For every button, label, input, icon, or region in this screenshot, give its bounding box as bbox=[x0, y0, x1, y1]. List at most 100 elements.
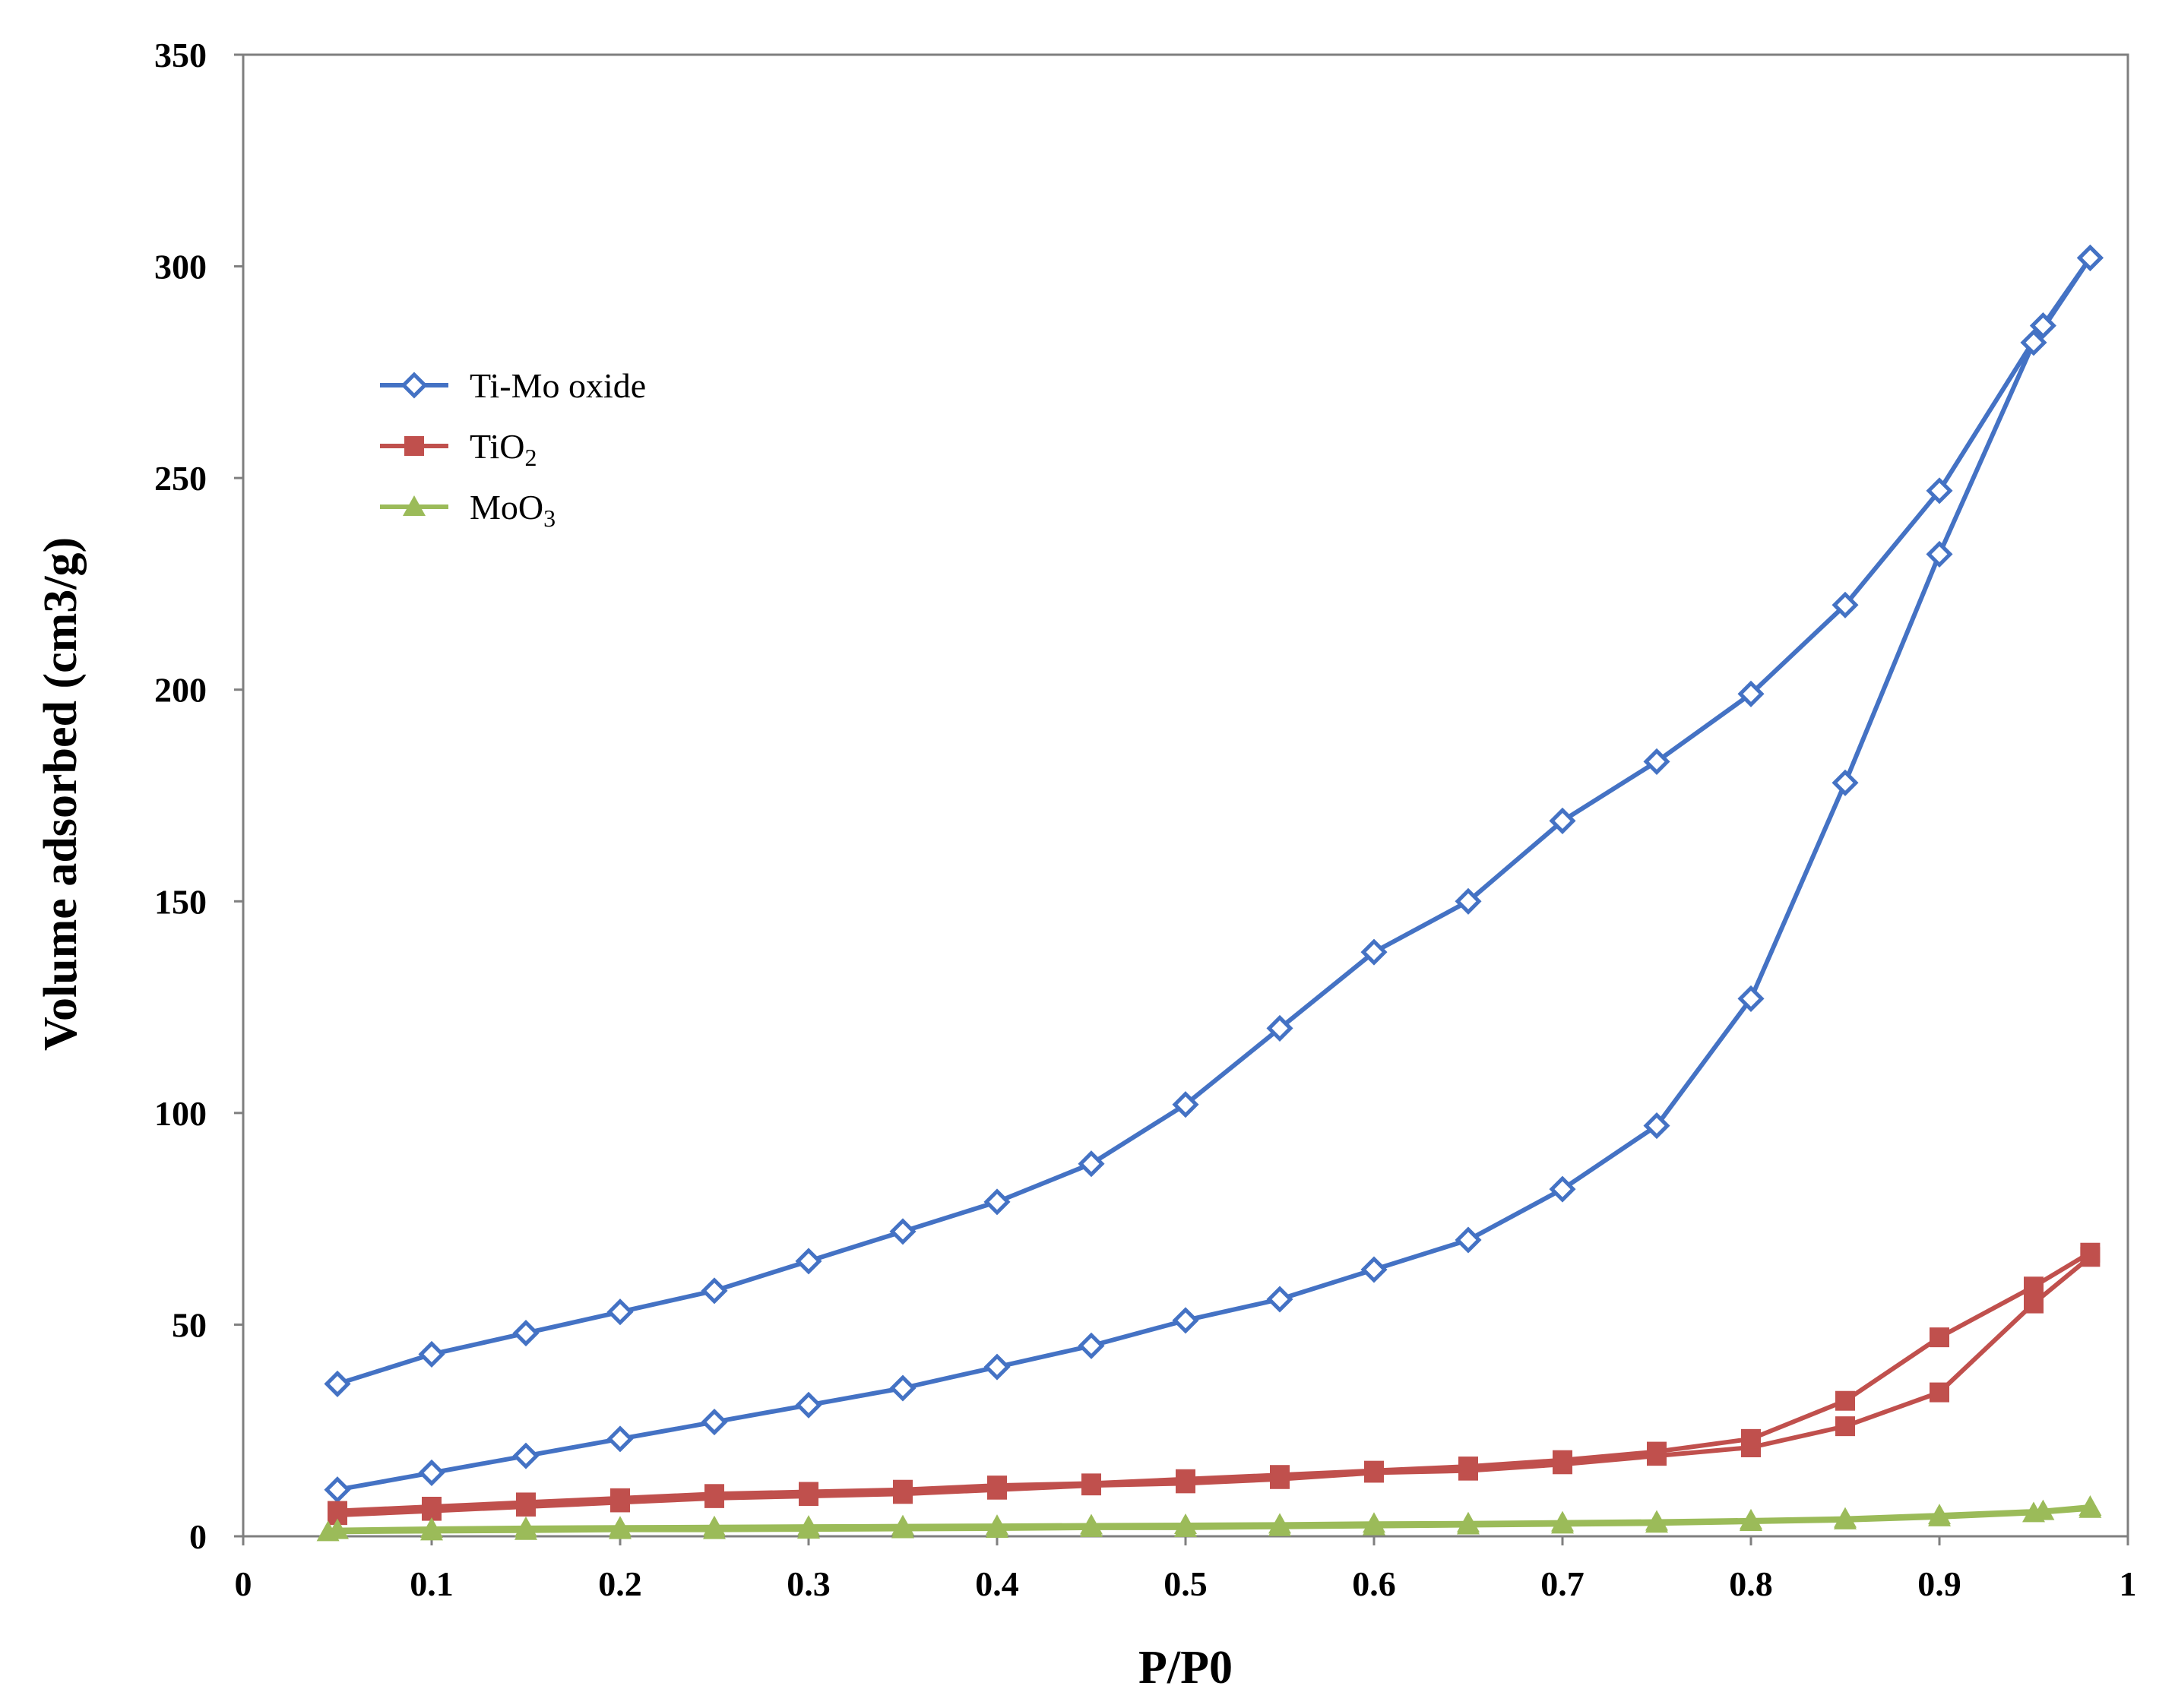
series-1-point bbox=[1549, 1175, 1576, 1203]
series-1-point bbox=[606, 1298, 634, 1326]
series-3-point bbox=[986, 1514, 1008, 1536]
series-1-point bbox=[2020, 329, 2047, 356]
x-tick-label: 0.4 bbox=[975, 1564, 1019, 1603]
series-3-point bbox=[1080, 1513, 1103, 1535]
y-tick-label: 300 bbox=[154, 248, 207, 286]
x-tick-label: 0 bbox=[235, 1564, 252, 1603]
series-2-point bbox=[2024, 1276, 2044, 1297]
x-tick-label: 0.5 bbox=[1163, 1564, 1208, 1603]
series-1-point bbox=[1643, 1112, 1670, 1140]
series-2-point bbox=[1835, 1390, 1855, 1411]
series-1-point bbox=[2076, 244, 2104, 271]
y-axis-title: Volume adsorbed (cm3/g) bbox=[35, 537, 87, 1051]
series-2-point bbox=[516, 1492, 536, 1513]
series-3-point bbox=[1834, 1507, 1857, 1528]
y-tick-label: 350 bbox=[154, 36, 207, 74]
legend-marker bbox=[400, 372, 428, 399]
y-tick-label: 100 bbox=[154, 1094, 207, 1133]
series-1-point bbox=[889, 1218, 917, 1245]
series-2-point bbox=[2080, 1242, 2101, 1263]
series-3-point bbox=[326, 1518, 349, 1539]
series-2-point bbox=[328, 1501, 347, 1521]
series-3-point bbox=[891, 1514, 914, 1536]
series-1-point bbox=[795, 1391, 822, 1419]
series-3-branch-2-line bbox=[337, 1504, 2091, 1532]
series-1-point bbox=[512, 1320, 540, 1347]
series-1-point bbox=[1737, 680, 1765, 707]
series-2-point bbox=[893, 1479, 913, 1500]
series-1-point bbox=[512, 1442, 540, 1469]
x-tick-label: 0.1 bbox=[410, 1564, 454, 1603]
series-1-point bbox=[606, 1425, 634, 1453]
legend: Ti-Mo oxide TiO2 MoO3 bbox=[380, 366, 646, 532]
x-tick-label: 1 bbox=[2120, 1564, 2137, 1603]
series-2-point bbox=[1270, 1465, 1290, 1485]
series-3-point bbox=[2078, 1495, 2102, 1516]
x-axis-ticks: 0 0.1 0.2 0.3 0.4 0.5 0.6 0.7 0.8 0.9 1 bbox=[235, 1536, 2137, 1603]
series-3-point bbox=[1268, 1513, 1291, 1534]
series-1-point bbox=[1455, 1226, 1482, 1254]
x-tick-label: 0.7 bbox=[1540, 1564, 1585, 1603]
series-1-point bbox=[1266, 1286, 1293, 1313]
series-3-point bbox=[1174, 1513, 1197, 1534]
series-3-point bbox=[1551, 1510, 1574, 1532]
x-tick-label: 0.9 bbox=[1917, 1564, 1961, 1603]
series-1-point bbox=[795, 1248, 822, 1275]
series-3-point bbox=[1740, 1508, 1762, 1529]
x-axis-title: P/P0 bbox=[1138, 1642, 1233, 1694]
series-2-point bbox=[1081, 1473, 1101, 1494]
series-1-point bbox=[1831, 769, 1859, 796]
series-1-point bbox=[1737, 985, 1765, 1012]
series-2-point bbox=[704, 1484, 724, 1504]
legend-label: MoO3 bbox=[470, 488, 556, 532]
series-2-point bbox=[610, 1488, 630, 1508]
series-3-point bbox=[1645, 1510, 1668, 1531]
series-1-point bbox=[324, 1476, 351, 1504]
series-1-point bbox=[889, 1374, 917, 1402]
series-1-point bbox=[1926, 477, 1953, 504]
series-3-point bbox=[514, 1516, 537, 1537]
x-tick-label: 0.3 bbox=[787, 1564, 831, 1603]
series-1-point bbox=[418, 1459, 445, 1486]
series-1-point bbox=[983, 1188, 1011, 1216]
legend-marker bbox=[404, 436, 424, 456]
series-1-point bbox=[418, 1340, 445, 1368]
series-1-point bbox=[1078, 1332, 1105, 1359]
y-axis-ticks: 0 50 100 150 200 250 300 350 bbox=[154, 36, 243, 1556]
series-1-point bbox=[1360, 938, 1388, 966]
series-2-point bbox=[1364, 1460, 1384, 1481]
series-1-point bbox=[1455, 887, 1482, 915]
series-1-point bbox=[1172, 1307, 1199, 1334]
series-3-point bbox=[703, 1515, 726, 1536]
series-1-point bbox=[1549, 807, 1576, 834]
series-1-point bbox=[1926, 540, 1953, 568]
series-2 bbox=[328, 1242, 2101, 1526]
series-2-point bbox=[799, 1482, 818, 1502]
y-tick-label: 150 bbox=[154, 882, 207, 921]
series-1-branch-2-line bbox=[337, 256, 2092, 1387]
series-1-point bbox=[1266, 1014, 1293, 1042]
series-1-point bbox=[1831, 591, 1859, 618]
series-3-point bbox=[1928, 1504, 1951, 1525]
series-3-point bbox=[1457, 1511, 1480, 1532]
y-tick-label: 0 bbox=[189, 1517, 207, 1556]
series-1-point bbox=[1078, 1150, 1105, 1178]
x-tick-label: 0.2 bbox=[598, 1564, 642, 1603]
x-tick-label: 0.6 bbox=[1352, 1564, 1396, 1603]
series-2-point bbox=[1930, 1327, 1949, 1348]
series-2-point bbox=[1930, 1382, 1949, 1403]
series-2-point bbox=[1741, 1428, 1761, 1449]
legend-label: Ti-Mo oxide bbox=[470, 366, 646, 405]
series-2-point bbox=[1176, 1469, 1195, 1489]
series-2-point bbox=[1835, 1416, 1855, 1437]
y-tick-label: 200 bbox=[154, 671, 207, 710]
series-2-point bbox=[2024, 1293, 2044, 1314]
series-3-point bbox=[797, 1515, 820, 1536]
y-tick-label: 250 bbox=[154, 459, 207, 498]
series-1-point bbox=[1172, 1091, 1199, 1118]
series-3-point bbox=[1363, 1512, 1385, 1533]
series-1-point bbox=[701, 1277, 728, 1305]
series-1-point bbox=[983, 1353, 1011, 1381]
series-2-point bbox=[422, 1497, 442, 1517]
